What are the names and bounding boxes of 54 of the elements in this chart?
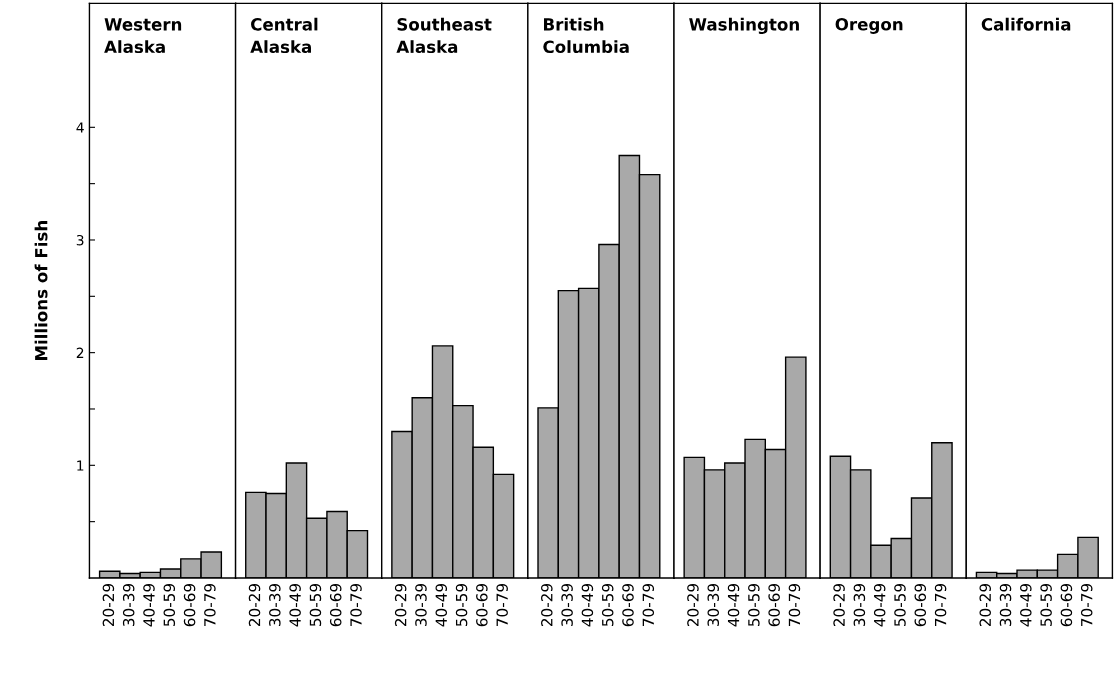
text: Oregon (835, 17, 903, 34)
x-tick-label: 50-59 (455, 583, 468, 627)
x-tick-label: 40-49 (1020, 583, 1032, 627)
x-tick-label: 20-29 (248, 583, 261, 627)
x-tick-label: 50-59 (601, 583, 614, 627)
y-tick-label: 2 (76, 347, 84, 358)
x-tick-label: 70-79 (1080, 583, 1093, 626)
x-tick-label: 20-29 (979, 583, 991, 627)
x-tick-label: 30-39 (561, 583, 573, 627)
x-tick-label: 70-79 (350, 583, 362, 626)
x-tick-label: 60-69 (329, 583, 342, 627)
x-tick-label: 60-69 (476, 583, 488, 627)
x-tick-label: 50-59 (163, 583, 176, 627)
x-tick-label: 40-49 (727, 583, 740, 627)
x-tick-label: 50-59 (748, 583, 760, 627)
x-tick-label: 60-69 (622, 583, 634, 627)
x-tick-label: 70-79 (788, 583, 801, 626)
x-tick-label: 20-29 (394, 583, 407, 627)
x-tick-label: 30-39 (122, 583, 135, 627)
x-tick-label: 30-39 (269, 583, 281, 627)
y-tick-label: 1 (77, 460, 84, 471)
text: British Columbia (543, 17, 629, 54)
x-tick-label: 60-69 (1060, 583, 1073, 627)
x-tick-label: 70-79 (934, 583, 947, 626)
x-tick-label: 60-69 (914, 583, 927, 627)
x-tick-label: 40-49 (289, 583, 301, 627)
x-tick-label: 30-39 (853, 583, 866, 627)
text: Western Alaska (104, 18, 182, 54)
text: California (981, 17, 1071, 31)
x-tick-label: 40-49 (581, 583, 594, 627)
x-tick-label: 50-59 (894, 583, 906, 627)
x-tick-label: 30-39 (999, 583, 1012, 627)
x-tick-label: 50-59 (309, 583, 322, 627)
x-tick-label: 60-69 (183, 583, 196, 627)
x-tick-label: 70-79 (204, 583, 216, 626)
x-tick-label: 30-39 (415, 583, 427, 627)
x-tick-label: 20-29 (541, 583, 553, 627)
y-tick-label: 3 (76, 234, 84, 246)
text: Central Alaska (250, 17, 318, 54)
x-tick-label: 30-39 (707, 583, 720, 627)
x-tick-label: 60-69 (768, 583, 780, 627)
x-tick-label: 70-79 (496, 583, 508, 626)
text: Washington (689, 17, 799, 35)
x-tick-label: 40-49 (435, 583, 448, 627)
x-tick-label: 70-79 (642, 583, 655, 626)
y-tick-label: 4 (76, 122, 84, 133)
x-tick-label: 50-59 (1040, 583, 1052, 627)
x-tick-label: 40-49 (873, 583, 886, 627)
text: Southeast Alaska (396, 17, 492, 54)
y-axis-title: Millions of Fish (34, 221, 48, 361)
x-tick-label: 20-29 (102, 583, 115, 627)
x-tick-label: 40-49 (143, 583, 155, 627)
x-tick-label: 20-29 (687, 583, 699, 627)
x-tick-label: 20-29 (833, 583, 845, 627)
